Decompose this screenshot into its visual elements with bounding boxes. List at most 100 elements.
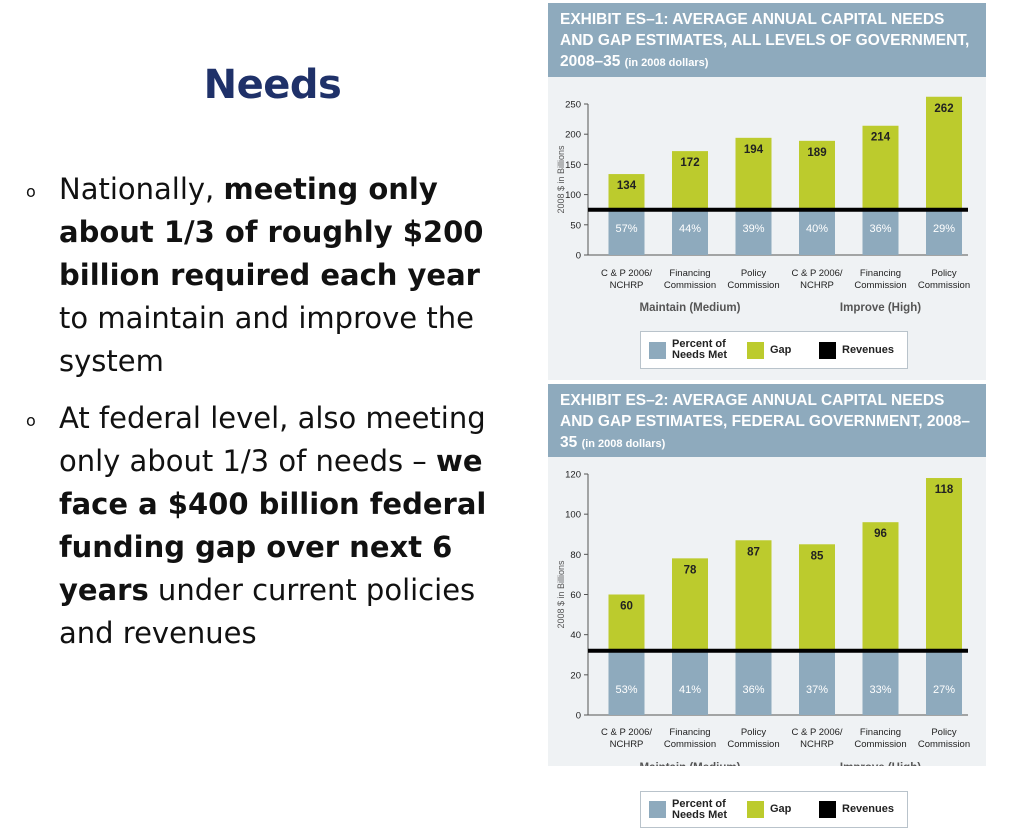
y-tick-label: 100 <box>565 510 581 521</box>
percent-bar <box>735 209 772 255</box>
bar-value-label: 60 <box>620 601 633 613</box>
group-label: Improve (High) <box>840 302 921 314</box>
bar-value-label: 118 <box>935 484 954 496</box>
exhibit-es1-chart: EXHIBIT ES–1: AVERAGE ANNUAL CAPITAL NEE… <box>548 3 986 380</box>
category-label: NCHRP <box>800 739 834 750</box>
chart-plot: 0 50 100 150 200 250 2008 $ in Billions 134 57% C… <box>556 96 970 314</box>
bar-value-label: 172 <box>680 157 699 169</box>
percent-label: 41% <box>679 684 701 696</box>
percent-bar <box>799 209 835 255</box>
legend-item: Revenues <box>819 332 894 368</box>
bar-value-label: 85 <box>811 550 824 562</box>
bullet-emphasis: we face a $400 billion federal funding g… <box>59 444 487 607</box>
category-label: Financing <box>669 268 710 279</box>
exhibit-title: EXHIBIT ES–1: AVERAGE ANNUAL CAPITAL NEE… <box>560 11 970 70</box>
slide-title: Needs <box>203 62 342 108</box>
gap-bar <box>608 594 645 651</box>
gap-bar <box>799 140 835 210</box>
legend-label: Gap <box>770 803 792 815</box>
y-tick-label: 0 <box>576 711 581 722</box>
gap-bar <box>926 96 962 210</box>
y-tick-label: 100 <box>565 190 581 201</box>
percent-label: 29% <box>933 223 955 235</box>
group-label: Maintain (Medium) <box>640 762 741 766</box>
category-label: Financing <box>860 727 901 738</box>
exhibit-subtitle: (in 2008 dollars) <box>581 438 666 450</box>
bar-value-label: 262 <box>934 103 953 115</box>
bullet-text: At federal level, also meeting only abou… <box>59 401 486 478</box>
percent-bar <box>608 650 645 715</box>
gap-bar <box>735 137 772 210</box>
percent-label: 36% <box>742 684 764 696</box>
percent-label: 40% <box>806 223 828 235</box>
gap-bar <box>735 540 772 651</box>
legend-item: Revenues <box>819 792 894 827</box>
category-label: Commission <box>854 280 906 291</box>
bar-value-label: 214 <box>871 132 891 144</box>
gap-bar <box>672 558 708 651</box>
legend-label: Gap <box>770 343 792 356</box>
y-tick-label: 60 <box>570 590 581 601</box>
exhibit-title: EXHIBIT ES–2: AVERAGE ANNUAL CAPITAL NEE… <box>560 392 970 451</box>
bullet-item: o Nationally, meeting only about 1/3 of r… <box>26 168 516 383</box>
bullet-emphasis: meeting only about 1/3 of roughly $200 b… <box>59 172 484 292</box>
y-tick-label: 200 <box>565 130 581 141</box>
legend-label: Percent of Needs Met <box>672 797 728 821</box>
category-label: Policy <box>931 727 957 738</box>
category-label: NCHRP <box>610 280 644 291</box>
category-label: Commission <box>854 739 906 750</box>
percent-bar <box>672 209 708 255</box>
exhibit-subtitle: (in 2008 dollars) <box>624 57 709 69</box>
percent-label: 33% <box>869 684 891 696</box>
bar-value-label: 134 <box>617 180 637 192</box>
percent-bar <box>608 209 645 255</box>
category-label: Financing <box>669 727 710 738</box>
bar-value-label: 96 <box>874 528 887 540</box>
category-label: Commission <box>664 280 716 291</box>
legend-item: Gap <box>747 792 791 827</box>
bar-value-label: 194 <box>744 144 764 156</box>
percent-bar <box>926 209 962 255</box>
bar-value-label: 78 <box>684 564 697 576</box>
legend-swatch <box>649 341 666 359</box>
bullet-text: to maintain and improve the system <box>59 301 474 378</box>
percent-bar <box>862 209 899 255</box>
category-label: NCHRP <box>800 280 834 291</box>
category-label: C & P 2006/ <box>791 268 842 279</box>
chart-legend: Percent of Needs Met Gap Revenues <box>640 331 908 369</box>
category-label: Policy <box>931 268 957 279</box>
percent-bar <box>926 650 962 715</box>
y-axis-label: 2008 $ in Billions <box>556 560 566 629</box>
category-label: Policy <box>741 727 767 738</box>
percent-label: 39% <box>742 223 764 235</box>
legend-swatch <box>747 341 764 359</box>
percent-label: 37% <box>806 684 828 696</box>
legend-swatch <box>649 801 666 818</box>
bar-value-label: 87 <box>747 546 760 558</box>
y-tick-label: 150 <box>565 160 581 171</box>
percent-bar <box>735 650 772 715</box>
bullet-text: Nationally, <box>59 172 224 206</box>
percent-bar <box>862 650 899 715</box>
legend-label: Revenues <box>842 803 894 815</box>
category-label: C & P 2006/ <box>791 727 842 738</box>
y-tick-label: 250 <box>565 100 581 111</box>
y-tick-label: 50 <box>570 220 581 231</box>
legend-item: Percent of Needs Met <box>649 792 727 827</box>
y-tick-label: 80 <box>570 550 581 561</box>
category-label: Commission <box>918 280 970 291</box>
legend-label: Revenues <box>842 343 894 356</box>
category-label: Commission <box>664 739 716 750</box>
gap-bar <box>862 522 899 651</box>
category-label: C & P 2006/ <box>601 268 652 279</box>
y-tick-label: 40 <box>570 630 581 641</box>
chart-plot: 0 20 40 60 80 100 120 2008 $ in Billions 60 53% C … <box>556 470 970 767</box>
percent-label: 53% <box>615 684 637 696</box>
category-label: Policy <box>741 268 767 279</box>
group-label: Improve (High) <box>840 762 921 766</box>
bullet-marker: o <box>26 182 36 201</box>
y-tick-label: 120 <box>565 470 581 481</box>
legend-swatch <box>819 801 836 818</box>
y-tick-label: 20 <box>570 670 581 681</box>
exhibit-header: EXHIBIT ES–2: AVERAGE ANNUAL CAPITAL NEE… <box>548 384 986 457</box>
